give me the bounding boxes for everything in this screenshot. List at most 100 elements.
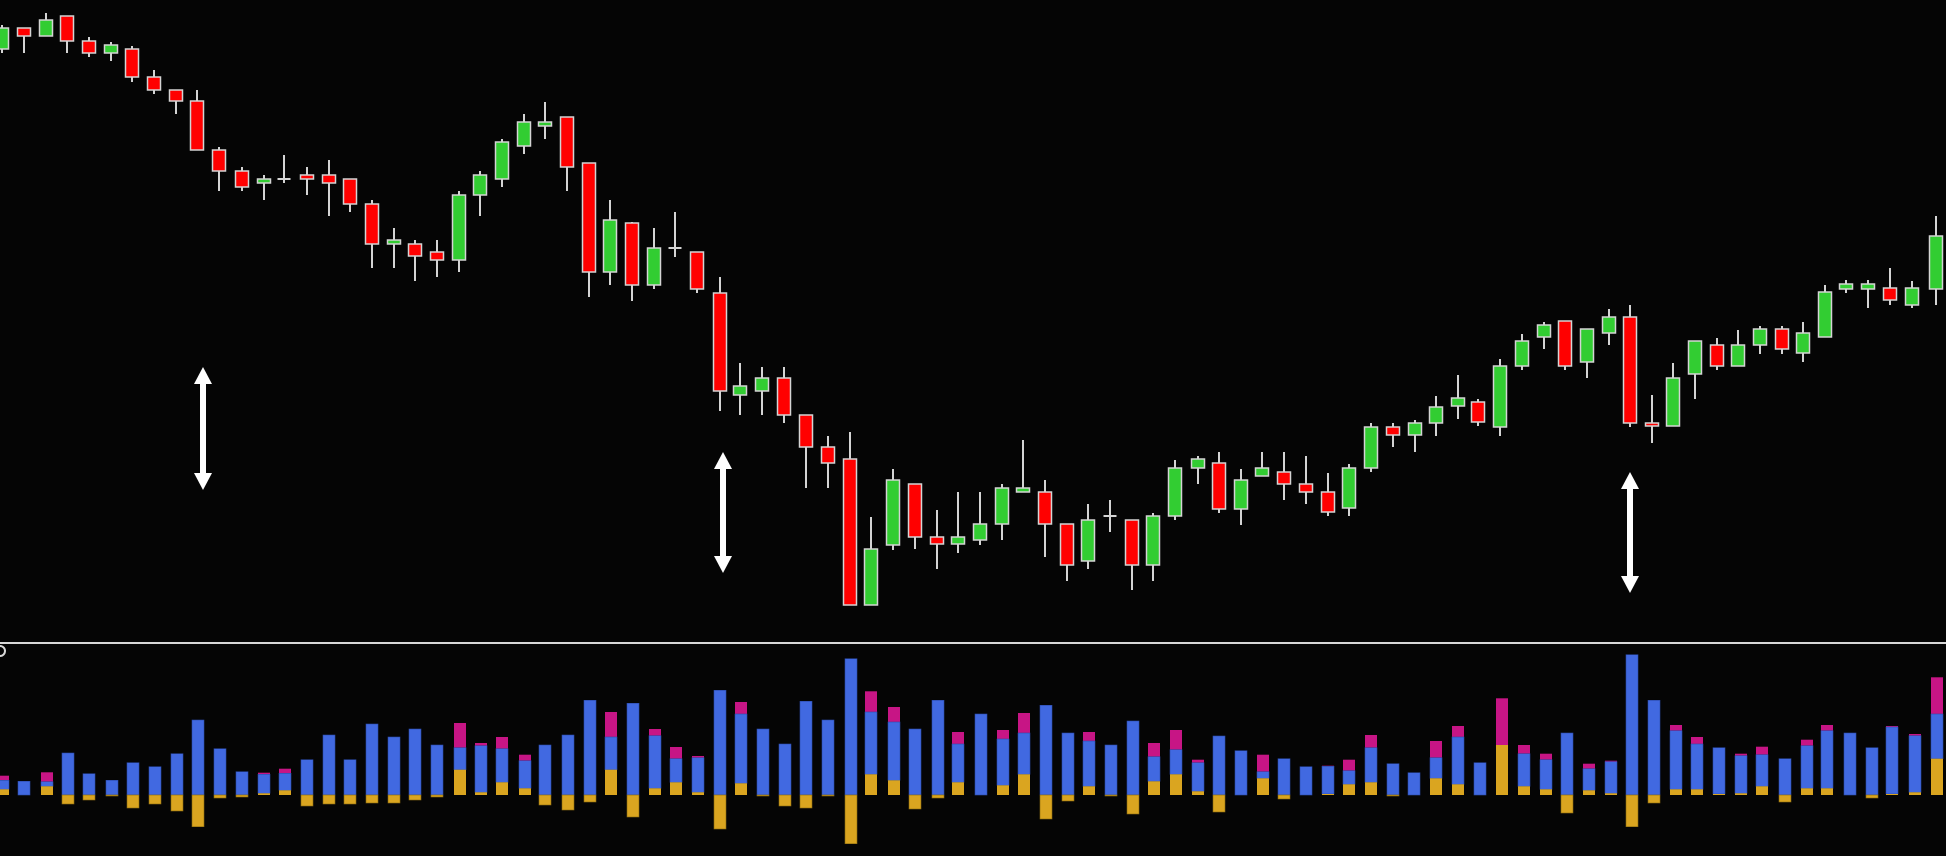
bull-candle-body	[537, 121, 553, 127]
volume-segment-magenta	[41, 772, 53, 782]
volume-segment-blue	[1604, 761, 1618, 794]
candle	[146, 70, 162, 94]
candle	[1015, 440, 1031, 493]
volume-bar	[343, 759, 357, 805]
indicator-panel-marker-icon[interactable]	[0, 645, 6, 657]
volume-segment-blue	[1734, 755, 1748, 794]
volume-segment-gold-up	[1365, 782, 1377, 795]
candle	[885, 469, 901, 550]
candle	[1730, 330, 1746, 367]
bull-candle-body	[1407, 422, 1423, 436]
candle	[842, 432, 858, 606]
double-arrow-1-icon[interactable]	[194, 367, 212, 490]
volume-segment-magenta	[1821, 725, 1833, 731]
volume-segment-gold-up	[1713, 794, 1725, 795]
volume-segment-blue	[322, 734, 336, 796]
bull-candle-body	[0, 27, 10, 50]
bull-candle-body	[1860, 283, 1876, 290]
candle	[494, 139, 510, 187]
candle	[103, 42, 119, 61]
bull-candle-body	[1817, 291, 1833, 338]
volume-segment-magenta	[1886, 726, 1898, 727]
volume-segment-magenta	[1801, 739, 1813, 746]
candle	[1450, 375, 1466, 419]
volume-bar	[474, 743, 488, 795]
volume-segment-blue	[1451, 736, 1465, 785]
candle	[321, 160, 337, 216]
volume-segment-gold-up	[1148, 781, 1160, 795]
candle	[299, 167, 315, 195]
arrow-head-down	[1621, 576, 1639, 593]
volume-bar	[1930, 677, 1944, 795]
volume-segment-blue	[365, 723, 379, 796]
volume-segment-gold-up	[952, 782, 964, 795]
candle	[994, 484, 1010, 540]
volume-bar	[1191, 759, 1205, 795]
candle	[1622, 305, 1638, 427]
candle	[689, 251, 705, 293]
volume-segment-gold-up	[1931, 758, 1943, 795]
candle	[1752, 326, 1768, 354]
volume-bar	[756, 728, 770, 797]
candle	[1254, 452, 1270, 477]
volume-bar	[1017, 713, 1031, 795]
bull-candle-body	[386, 239, 402, 245]
candle	[81, 37, 97, 57]
volume-segment-gold-up	[1886, 794, 1898, 795]
volume-segment-blue	[1625, 654, 1639, 796]
bull-candle-body	[451, 194, 467, 261]
candle	[1124, 519, 1140, 590]
bull-candle-body	[863, 548, 879, 606]
bull-candle-body	[1341, 467, 1357, 509]
bull-candle-body	[1795, 332, 1811, 354]
arrow-head-down	[714, 556, 732, 573]
volume-segment-magenta	[1931, 677, 1943, 714]
volume-bar	[1885, 726, 1899, 795]
candle	[0, 25, 10, 53]
volume-segment-gold-up	[1735, 793, 1747, 795]
double-arrow-3-icon[interactable]	[1621, 472, 1639, 593]
volume-segment-gold-up	[997, 785, 1009, 795]
bear-candle-body	[1276, 471, 1292, 485]
candle	[277, 155, 291, 183]
volume-bar	[40, 772, 54, 795]
volume-segment-blue	[0, 779, 10, 790]
volume-bar	[1669, 725, 1683, 795]
volume-segment-gold-down	[1647, 794, 1661, 804]
volume-segment-blue	[778, 743, 792, 796]
volume-segment-magenta	[1756, 746, 1768, 755]
volume-segment-gold-down	[778, 794, 792, 807]
volume-segment-gold-up	[1018, 774, 1030, 795]
volume-segment-gold-up	[1170, 774, 1182, 795]
volume-segment-magenta	[0, 775, 9, 781]
volume-segment-magenta	[1018, 713, 1030, 733]
bull-candle-body	[1752, 328, 1768, 346]
volume-segment-gold-down	[1039, 794, 1053, 820]
volume-segment-gold-down	[1865, 794, 1879, 799]
volume-segment-gold-down	[756, 794, 770, 797]
bear-candle-body	[168, 89, 184, 102]
volume-segment-magenta	[1496, 698, 1508, 745]
volume-segment-blue	[1364, 747, 1378, 783]
volume-segment-gold-down	[931, 794, 945, 799]
volume-segment-blue	[538, 744, 552, 796]
volume-bar	[1496, 698, 1508, 795]
bear-candle-body	[1320, 491, 1336, 513]
candle	[1904, 281, 1920, 308]
candle	[38, 13, 54, 37]
double-arrow-2-icon[interactable]	[714, 452, 732, 573]
volume-segment-blue	[343, 759, 357, 796]
volume-segment-gold-up	[1801, 788, 1813, 795]
volume-segment-gold-down	[1126, 794, 1140, 815]
bear-candle-body	[1882, 287, 1898, 301]
volume-bar	[1277, 758, 1291, 800]
candle	[1838, 280, 1854, 293]
bear-candle-body	[429, 251, 445, 261]
volume-segment-blue	[257, 773, 271, 794]
candle	[1665, 363, 1681, 427]
volume-bar	[538, 744, 552, 806]
bear-candle-body	[820, 446, 836, 464]
volume-segment-gold-up	[1083, 786, 1095, 795]
bear-candle-body	[581, 162, 597, 273]
